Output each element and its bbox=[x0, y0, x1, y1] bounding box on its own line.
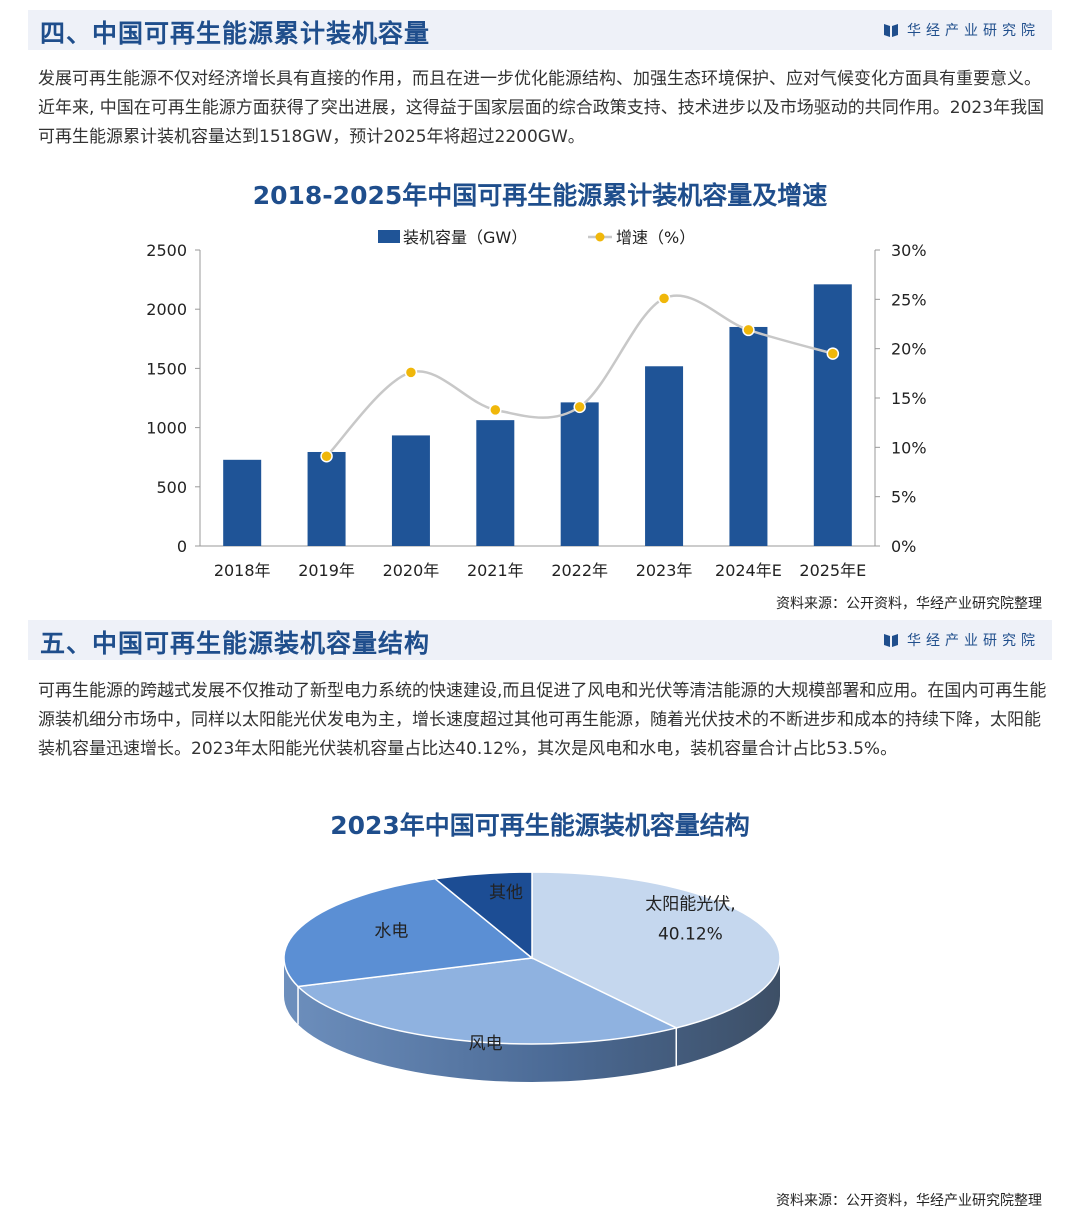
x-tick-label: 2020年 bbox=[383, 561, 440, 580]
right-tick-label: 20% bbox=[891, 340, 927, 359]
bar bbox=[813, 284, 852, 546]
section-title: 五、中国可再生能源装机容量结构 bbox=[40, 629, 431, 658]
section-header-structure: 五、中国可再生能源装机容量结构 华经产业研究院 bbox=[28, 620, 1052, 660]
section-paragraph: 可再生能源的跨越式发展不仅推动了新型电力系统的快速建设,而且促进了风电和光伏等清… bbox=[38, 681, 1047, 759]
section-paragraph: 发展可再生能源不仅对经济增长具有直接的作用，而且在进一步优化能源结构、加强生态环… bbox=[38, 69, 1045, 147]
bar bbox=[560, 402, 599, 546]
pie-slice bbox=[433, 871, 533, 960]
pie-slice-label: 风电 bbox=[469, 1034, 503, 1054]
growth-point bbox=[657, 292, 671, 305]
section-title: 四、中国可再生能源累计装机容量 bbox=[40, 19, 431, 48]
right-tick-label: 10% bbox=[891, 438, 927, 457]
brand-name: 华经产业研究院 bbox=[907, 633, 1040, 649]
capacity-structure-pie: 太阳能光伏, 40.12% 风电 水电 其他 bbox=[283, 871, 781, 1082]
growth-point bbox=[489, 403, 502, 417]
growth-point bbox=[573, 400, 586, 414]
pie-slice-label: 水电 bbox=[374, 921, 408, 941]
left-tick-label: 2500 bbox=[146, 241, 187, 260]
bar bbox=[307, 451, 346, 546]
brand: 华经产业研究院 bbox=[883, 630, 1040, 650]
brand: 华经产业研究院 bbox=[883, 20, 1040, 40]
right-tick-label: 15% bbox=[891, 389, 927, 408]
left-tick-label: 500 bbox=[156, 478, 187, 497]
bar bbox=[223, 459, 262, 546]
brand-name: 华经产业研究院 bbox=[907, 23, 1040, 39]
pie-slice bbox=[283, 878, 534, 988]
chart-title: 2023年中国可再生能源装机容量结构 bbox=[330, 811, 750, 840]
growth-point bbox=[320, 449, 333, 463]
source-note: 资料来源：公开资料，华经产业研究院整理 bbox=[776, 596, 1042, 612]
x-tick-label: 2025年E bbox=[799, 561, 866, 580]
bar bbox=[476, 420, 515, 546]
left-tick-label: 0 bbox=[177, 537, 187, 556]
brand-logo-icon bbox=[884, 634, 898, 647]
x-tick-label: 2019年 bbox=[298, 561, 355, 580]
growth-point bbox=[742, 323, 755, 337]
growth-point bbox=[826, 347, 840, 360]
right-tick-label: 5% bbox=[891, 488, 916, 507]
left-tick-label: 2000 bbox=[146, 300, 187, 319]
pie-slice-label: 太阳能光伏, bbox=[645, 895, 735, 915]
left-tick-label: 1000 bbox=[146, 419, 187, 438]
x-tick-label: 2023年 bbox=[636, 561, 693, 580]
x-tick-label: 2021年 bbox=[467, 561, 524, 580]
bar bbox=[645, 366, 684, 546]
legend-bar-label: 装机容量（GW） bbox=[403, 228, 527, 247]
x-tick-label: 2024年E bbox=[715, 561, 782, 580]
brand-logo-icon bbox=[884, 24, 898, 37]
bar bbox=[729, 326, 768, 546]
left-tick-label: 1500 bbox=[146, 359, 187, 378]
legend-line-label: 增速（%） bbox=[616, 228, 695, 247]
legend-line-dot bbox=[595, 232, 605, 242]
chart-title: 2018-2025年中国可再生能源累计装机容量及增速 bbox=[252, 181, 828, 210]
right-tick-label: 0% bbox=[891, 537, 916, 556]
right-tick-label: 30% bbox=[891, 241, 927, 260]
growth-point bbox=[404, 366, 418, 379]
legend-bar-swatch bbox=[378, 230, 400, 243]
x-tick-label: 2018年 bbox=[214, 561, 271, 580]
bar bbox=[391, 435, 430, 546]
right-tick-label: 25% bbox=[891, 290, 927, 309]
section-header-capacity: 四、中国可再生能源累计装机容量 华经产业研究院 bbox=[28, 10, 1052, 50]
pie-side-wall bbox=[284, 958, 780, 1082]
pie-slice bbox=[531, 871, 781, 1029]
pie-slice-label: 其他 bbox=[489, 883, 523, 903]
source-note: 资料来源：公开资料，华经产业研究院整理 bbox=[776, 1193, 1042, 1209]
pie-slice-value: 40.12% bbox=[658, 925, 723, 945]
capacity-growth-chart: 0 500 1000 1500 2000 2500 0% 5% 10% 15% 20% 25% 30% 2… bbox=[146, 228, 927, 580]
x-tick-label: 2022年 bbox=[551, 561, 608, 580]
pie-slice bbox=[296, 957, 679, 1045]
